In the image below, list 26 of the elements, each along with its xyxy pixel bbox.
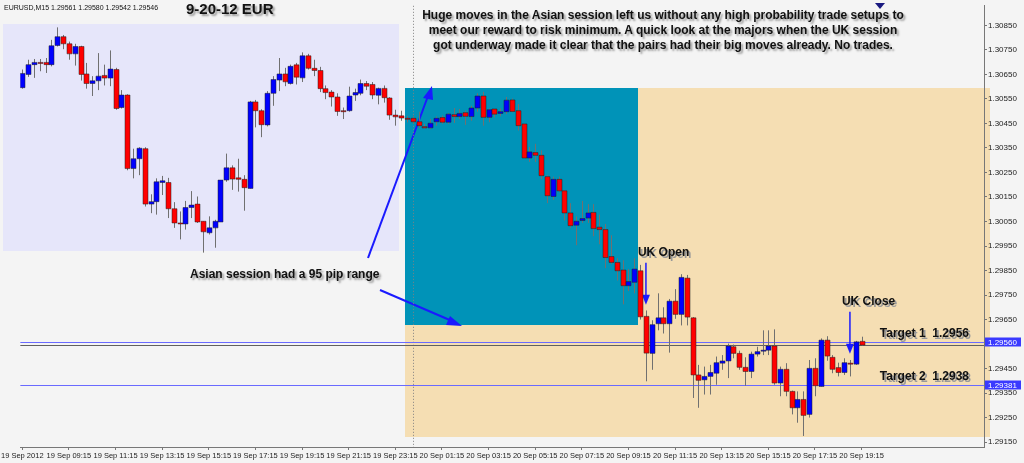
annotation: Huge moves in the Asian session left us without any high probability trade setups to meet our reward to risk minimum. A quick look at the majors when the UK session got underway made it clear that the pairs had their big moves already. No trades. bbox=[421, 8, 905, 53]
text: 1.29560 bbox=[988, 337, 1018, 347]
y-tick-label: 1.30650 bbox=[988, 69, 1018, 79]
y-tick-label: 1.30050 bbox=[988, 216, 1018, 226]
chart-title: 9-20-12 EUR bbox=[186, 0, 274, 17]
y-tick-label: 1.29950 bbox=[988, 241, 1018, 251]
y-tick-label: 1.30450 bbox=[988, 118, 1018, 128]
ref-line-label: Target 1 1.2956 bbox=[881, 327, 972, 342]
ref-line-label: Target 2 1.2938 bbox=[881, 370, 972, 385]
annotation: UK Open bbox=[637, 245, 690, 260]
y-tick-label: 1.29450 bbox=[988, 363, 1018, 373]
annotation: UK Close bbox=[843, 296, 898, 311]
y-tick-label: 1.30150 bbox=[988, 192, 1018, 202]
y-tick-label: 1.29650 bbox=[988, 314, 1018, 324]
y-tick-label: 1.30850 bbox=[988, 20, 1018, 30]
y-tick-label: 1.30550 bbox=[988, 94, 1018, 104]
y-tick-label: 1.29350 bbox=[988, 388, 1018, 398]
text: 1.29381 bbox=[988, 380, 1018, 390]
y-tick-label: 1.29250 bbox=[988, 412, 1018, 422]
annotation: Asian session had a 95 pip range bbox=[190, 267, 380, 281]
y-tick-label: 1.29750 bbox=[988, 290, 1018, 300]
y-tick-label: 1.30250 bbox=[988, 167, 1018, 177]
y-tick-label: 1.30350 bbox=[988, 143, 1018, 153]
y-tick-label: 1.29850 bbox=[988, 265, 1018, 275]
y-tick-label: 1.30750 bbox=[988, 45, 1018, 55]
y-tick-label: 1.29150 bbox=[988, 437, 1018, 447]
